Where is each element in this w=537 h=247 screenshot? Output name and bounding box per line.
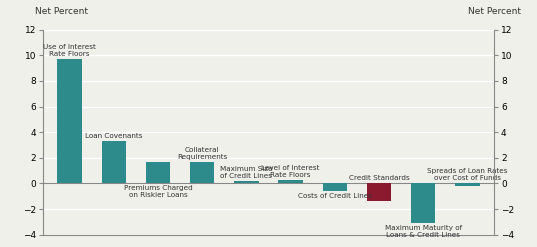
Bar <box>101 141 126 183</box>
Bar <box>455 183 480 186</box>
Text: Level of Interest
Rate Floors: Level of Interest Rate Floors <box>262 165 320 178</box>
Bar <box>367 183 391 201</box>
Bar <box>279 180 303 183</box>
Text: Costs of Credit Lines: Costs of Credit Lines <box>298 193 372 199</box>
Text: Maximum Maturity of
Loans & Credit Lines: Maximum Maturity of Loans & Credit Lines <box>384 225 462 238</box>
Text: Collateral
Requirements: Collateral Requirements <box>177 147 227 160</box>
Bar <box>146 162 170 183</box>
Text: Maximum Size
of Credit Lines: Maximum Size of Credit Lines <box>220 166 273 179</box>
Text: Use of Interest
Rate Floors: Use of Interest Rate Floors <box>43 44 96 57</box>
Bar <box>323 183 347 191</box>
Bar <box>57 59 82 183</box>
Bar <box>190 162 214 183</box>
Text: Loan Covenants: Loan Covenants <box>85 133 142 139</box>
Text: Net Percent: Net Percent <box>35 7 88 16</box>
Text: Spreads of Loan Rates
over Cost of Funds: Spreads of Loan Rates over Cost of Funds <box>427 168 508 182</box>
Text: Credit Standards: Credit Standards <box>349 175 409 182</box>
Text: Premiums Charged
on Riskier Loans: Premiums Charged on Riskier Loans <box>124 185 192 198</box>
Bar <box>411 183 436 223</box>
Text: Net Percent: Net Percent <box>468 7 521 16</box>
Bar <box>234 181 258 183</box>
